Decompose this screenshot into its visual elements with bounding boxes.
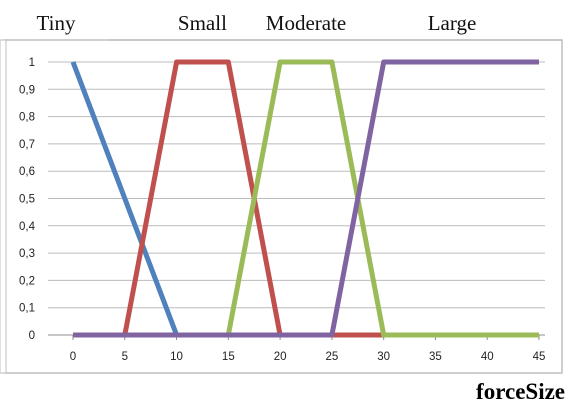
x-tick-label: 0 — [70, 351, 76, 363]
y-tick-label: 0,1 — [19, 303, 35, 315]
x-tick-label: 45 — [533, 351, 546, 363]
x-tick-label: 5 — [122, 351, 128, 363]
y-tick-label: 0,6 — [19, 166, 35, 178]
x-tick-label: 15 — [222, 351, 235, 363]
x-tick-label: 30 — [377, 351, 390, 363]
y-tick-labels: 0 0,1 0,2 0,3 0,4 0,5 0,6 0,7 0,8 0,9 1 — [19, 57, 36, 342]
y-tick-label: 0,2 — [19, 275, 35, 287]
series-label-tiny: Tiny — [37, 11, 76, 35]
x-tick-label: 10 — [170, 351, 183, 363]
series-label-large: Large — [428, 11, 477, 35]
series-labels: Tiny Small Moderate Large — [37, 11, 477, 35]
y-tick-label: 0,3 — [19, 248, 35, 260]
y-tick-label: 0,8 — [19, 112, 35, 124]
x-tick-label: 25 — [325, 351, 338, 363]
x-tick-label: 35 — [429, 351, 442, 363]
y-tick-label: 0,9 — [19, 84, 35, 96]
x-axis-title: forceSize — [476, 379, 565, 404]
series-label-moderate: Moderate — [266, 11, 346, 35]
series-line-large — [73, 59, 539, 338]
y-tick-label: 0,7 — [19, 139, 35, 151]
x-tick-label: 40 — [481, 351, 494, 363]
x-tick-label: 20 — [274, 351, 287, 363]
y-tick-label: 0 — [29, 330, 35, 342]
chart-frame — [3, 39, 563, 374]
y-tick-label: 1 — [29, 57, 35, 69]
y-tick-label: 0,5 — [19, 194, 35, 206]
frame-left-tab — [0, 39, 7, 374]
series-label-small: Small — [178, 11, 227, 35]
series-lines — [70, 59, 539, 338]
y-tick-label: 0,4 — [19, 221, 36, 233]
